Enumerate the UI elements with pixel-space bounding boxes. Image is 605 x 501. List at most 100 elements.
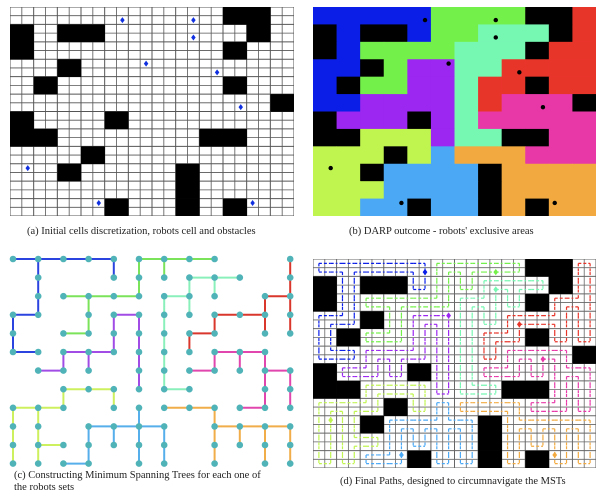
mst-node (236, 274, 244, 281)
area-cell-purple (383, 111, 408, 130)
mst-node (236, 348, 244, 356)
area-cell-green (383, 41, 408, 60)
area-cell-mint (478, 24, 503, 43)
area-cell-orange (501, 146, 526, 165)
mst-node (211, 404, 218, 412)
mst-figure (9, 255, 294, 467)
obstacle-block (407, 111, 432, 130)
obstacle-block (525, 293, 550, 312)
area-cell-orange (501, 198, 526, 216)
area-cell-mint (478, 128, 503, 147)
mst-node (9, 423, 17, 430)
area-cell-red (572, 76, 596, 95)
obstacle-block (336, 380, 361, 399)
obstacle-block (313, 41, 337, 60)
mst-node (9, 441, 17, 449)
mst-node (85, 255, 92, 263)
mst-node (261, 330, 269, 337)
obstacle-block (501, 380, 526, 399)
area-cell-red (572, 24, 596, 43)
area-cell-magenta (548, 111, 573, 130)
robot-markers (25, 17, 255, 206)
mst-node (286, 441, 294, 449)
area-cell-green (430, 7, 455, 25)
mst-node (85, 367, 92, 374)
robot-dot-icon (446, 61, 451, 66)
area-cell-mint (454, 59, 479, 78)
obstacle-block (199, 128, 224, 147)
area-cell-purple (360, 94, 385, 112)
mst-node (186, 311, 193, 319)
panel-c-mst (0, 250, 300, 468)
mst-node (160, 255, 168, 263)
mst-node (110, 348, 118, 356)
robot-diamond-icon (493, 268, 499, 276)
mst-node (286, 292, 294, 300)
panel-b-darp-areas (313, 7, 596, 216)
mst-node (186, 292, 193, 300)
area-cell-purple (336, 111, 361, 130)
area-cell-lightblue (454, 181, 479, 199)
obstacle-block (548, 7, 573, 25)
area-cell-lightblue (454, 163, 479, 182)
area-cell-blue (313, 94, 337, 112)
mst-node (261, 385, 269, 393)
mst-node (9, 311, 17, 319)
robot-diamond-icon (446, 312, 452, 319)
grid-discretization-figure (10, 7, 294, 216)
mst-edges (12, 258, 292, 465)
mst-node (110, 423, 118, 430)
area-cell-green (360, 76, 385, 95)
mst-node (286, 460, 294, 467)
mst-nodes (9, 255, 294, 467)
area-cell-blue (336, 24, 361, 43)
obstacle-block (104, 111, 129, 130)
obstacle-block (246, 7, 271, 25)
area-cell-lightblue (383, 181, 408, 199)
mst-node (60, 460, 67, 467)
obstacle-block (223, 41, 247, 60)
area-cell-orange (501, 181, 526, 199)
area-cell-yellow (360, 128, 385, 147)
area-cell-mint (478, 41, 503, 60)
obstacle-block (81, 24, 105, 43)
area-cell-yellow (336, 163, 361, 182)
area-cell-magenta (548, 128, 573, 147)
final-paths-figure (313, 259, 596, 468)
area-cell-lightblue (407, 163, 432, 182)
area-cell-yellow (407, 128, 432, 147)
robot-diamond-icon (191, 34, 196, 41)
caption-a: (a) Initial cells discretization, robots… (27, 226, 256, 237)
obstacle-block (360, 415, 385, 434)
area-cell-magenta (572, 128, 596, 147)
area-cell-red (478, 94, 503, 112)
obstacle-block (548, 24, 573, 43)
mst-node (286, 404, 294, 412)
mst-node (135, 423, 143, 430)
robot-diamond-icon (25, 165, 30, 172)
mst-node (135, 348, 143, 356)
mst-node (186, 348, 193, 356)
obstacle-block (336, 328, 361, 347)
mst-node (211, 255, 218, 263)
area-cell-green (383, 76, 408, 95)
obstacle-block (478, 163, 503, 182)
area-cell-red (548, 41, 573, 60)
area-cell-green (454, 7, 479, 25)
area-cell-red (572, 41, 596, 60)
obstacle-block (548, 259, 573, 277)
robot-diamond-icon (120, 17, 125, 24)
obstacle-block (525, 76, 550, 95)
mst-node (85, 385, 92, 393)
caption-c: (c) Constructing Minimum Spanning Trees … (14, 470, 261, 494)
mst-node (34, 255, 42, 263)
mst-node (160, 367, 168, 374)
mst-node (9, 460, 17, 467)
area-cell-orange (525, 181, 550, 199)
coverage-paths (318, 262, 591, 465)
obstacle-block (313, 380, 337, 399)
obstacle-block (525, 328, 550, 347)
area-cell-magenta (572, 146, 596, 165)
area-cell-blue (313, 7, 337, 25)
obstacle-block (57, 163, 82, 182)
